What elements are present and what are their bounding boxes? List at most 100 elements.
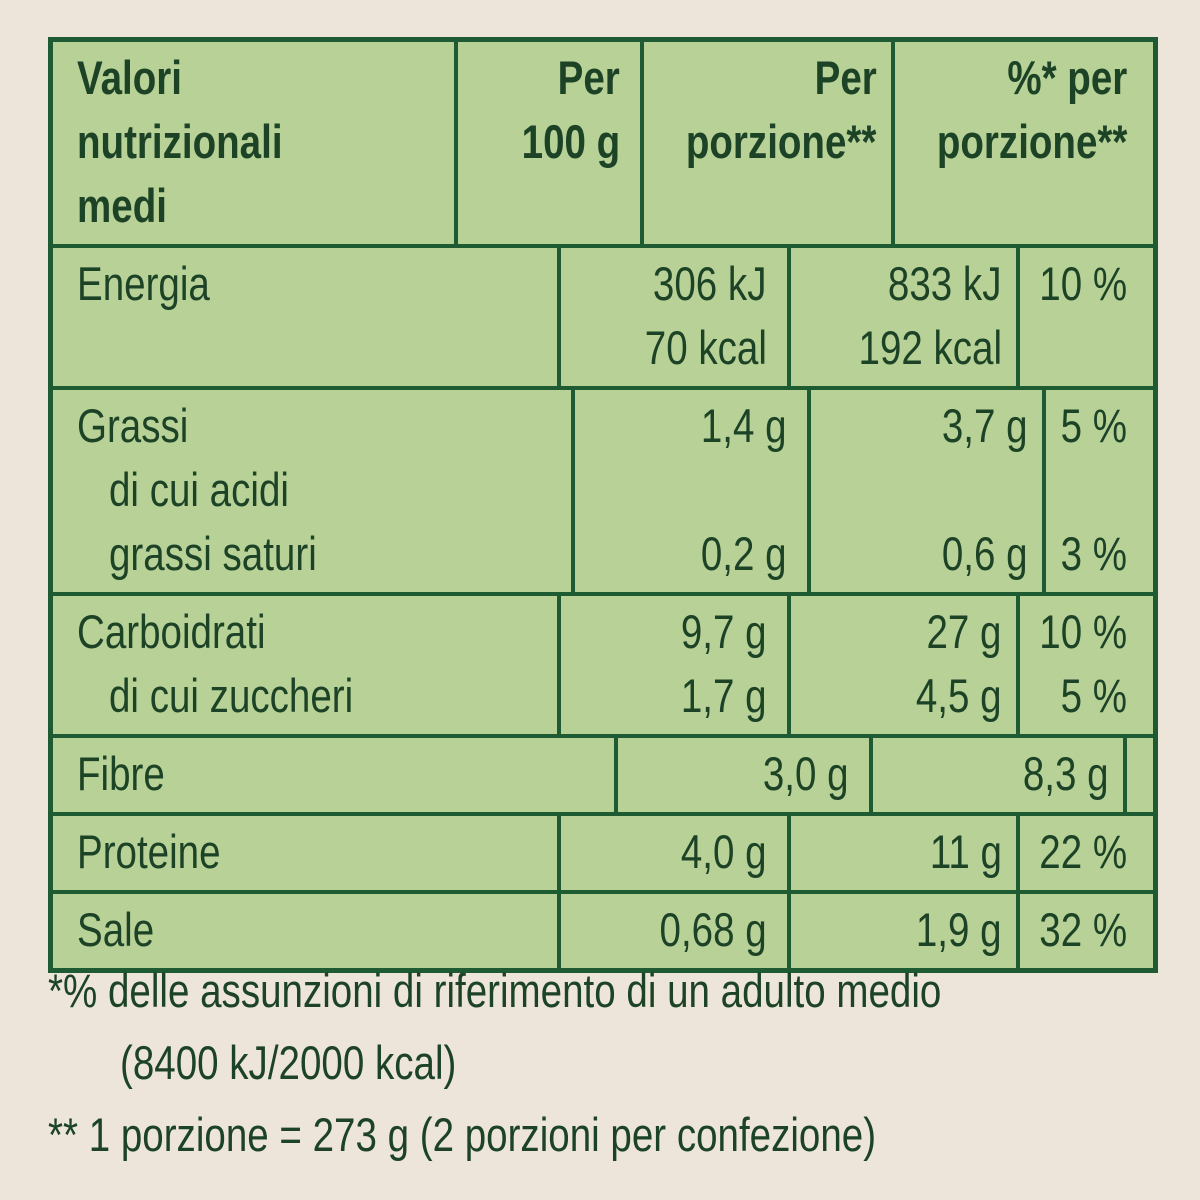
line: di cui zuccheri [77, 664, 557, 728]
cell: 0,68 g [557, 894, 787, 968]
line [1046, 458, 1127, 522]
nutrient-value: 1,4 g [701, 399, 787, 452]
nutrient-value: 22 % [1039, 825, 1127, 878]
nutrient-row: Fibre 3,0 g 8,3 g [53, 734, 1153, 812]
nutrient-value: 833 kJ [888, 257, 1002, 310]
cell: 4,0 g [557, 816, 787, 890]
nutrient-label: Energia [77, 257, 210, 310]
header-text: Valori [77, 51, 182, 104]
line: ** 1 porzione = 273 g (2 porzioni per co… [48, 1099, 1158, 1171]
cell: 1,4 g 0,2 g [571, 390, 807, 592]
cell: 9,7 g 1,7 g [557, 596, 787, 734]
header-cell: Valori nutrizionali medi [53, 42, 454, 244]
nutrient-value: 8,3 g [1023, 747, 1109, 800]
line: grassi saturi [77, 522, 571, 586]
line: 32 % [1020, 898, 1127, 962]
line: 4,5 g [791, 664, 1002, 728]
nutrient-value: 5 % [1060, 669, 1127, 722]
line: 10 % [1020, 600, 1127, 664]
cell: 32 % [1015, 894, 1153, 968]
line: Grassi [77, 394, 571, 458]
cell: Carboidrati di cui zuccheri [53, 596, 557, 734]
cell: Sale [53, 894, 557, 968]
nutrient-value: 11 g [929, 825, 1002, 878]
header-text: nutrizionali [77, 115, 283, 168]
header-cell: Per porzione** [640, 42, 890, 244]
cell: 3,0 g [614, 738, 868, 812]
line: Fibre [77, 742, 614, 806]
line: 0,2 g [575, 522, 787, 586]
line: medi [77, 174, 454, 238]
nutrient-value: 10 % [1039, 257, 1127, 310]
line [1020, 316, 1127, 380]
nutrient-value: 10 % [1039, 605, 1127, 658]
header-text: medi [77, 179, 167, 232]
footnotes: *% delle assunzioni di riferimento di un… [48, 955, 1158, 1171]
line: 1,4 g [575, 394, 787, 458]
header-cell: Per 100 g [454, 42, 640, 244]
line: 5 % [1020, 664, 1127, 728]
line: 3,0 g [618, 742, 849, 806]
line: 5 % [1046, 394, 1127, 458]
line: 8,3 g [873, 742, 1109, 806]
cell: 833 kJ 192 kcal [786, 248, 1016, 386]
header-text: porzione** [685, 115, 877, 168]
line: Carboidrati [77, 600, 557, 664]
cell [1122, 738, 1153, 812]
line: 3 % [1046, 522, 1127, 586]
line: porzione** [895, 110, 1127, 174]
cell: 22 % [1015, 816, 1153, 890]
line: 3,7 g [811, 394, 1028, 458]
nutrient-value: 4,0 g [681, 825, 767, 878]
nutrient-value: 3,0 g [763, 747, 849, 800]
line: 1,9 g [791, 898, 1002, 962]
header-text: %* per [1007, 51, 1127, 104]
line: Per [458, 46, 620, 110]
cell: 10 % [1015, 248, 1153, 386]
cell: 10 % 5 % [1015, 596, 1153, 734]
nutrient-label: Fibre [77, 747, 165, 800]
line: porzione** [644, 110, 877, 174]
line: Per [644, 46, 876, 110]
cell: 1,9 g [786, 894, 1016, 968]
nutrient-value: 3 % [1060, 527, 1127, 580]
nutrient-row: Sale 0,68 g 1,9 g 32 % [53, 890, 1153, 968]
nutrient-value: 306 kJ [653, 257, 767, 310]
line: nutrizionali [77, 110, 454, 174]
nutrient-row: Grassi di cui acidi grassi saturi 1,4 g 0,2 … [53, 386, 1153, 592]
cell: 5 % 3 % [1042, 390, 1153, 592]
header-text: Per [814, 51, 877, 104]
nutrition-table: Valori nutrizionali medi Per 100 g Per porzion… [48, 37, 1158, 973]
header-cell: %* per porzione** [890, 42, 1153, 244]
nutrient-value: 5 % [1060, 399, 1127, 452]
line [811, 458, 1028, 522]
footnote-text: ** 1 porzione = 273 g (2 porzioni per co… [48, 1108, 877, 1161]
nutrient-value: 0,68 g [659, 903, 767, 956]
header-text: Per [558, 51, 621, 104]
nutrient-value: 27 g [926, 605, 1002, 658]
nutrient-label: di cui acidi [109, 463, 289, 516]
line [575, 458, 787, 522]
line: 11 g [791, 820, 1002, 884]
nutrient-value: 9,7 g [681, 605, 767, 658]
footnote-text: (8400 kJ/2000 kcal) [120, 1036, 457, 1089]
cell: 8,3 g [868, 738, 1123, 812]
nutrient-value: 70 kcal [644, 321, 767, 374]
line: Proteine [77, 820, 557, 884]
line: 1,7 g [561, 664, 767, 728]
nutrient-row: Carboidrati di cui zuccheri 9,7 g 1,7 g 27 g… [53, 592, 1153, 734]
line: 0,68 g [561, 898, 767, 962]
nutrient-value: 192 kcal [858, 321, 1002, 374]
line: 0,6 g [811, 522, 1028, 586]
cell: 306 kJ 70 kcal [557, 248, 787, 386]
line: Sale [77, 898, 557, 962]
line: 9,7 g [561, 600, 767, 664]
footnote-text: *% delle assunzioni di riferimento di un… [48, 964, 942, 1017]
nutrient-label: di cui zuccheri [109, 669, 354, 722]
line: 27 g [791, 600, 1002, 664]
line: 22 % [1020, 820, 1127, 884]
nutrient-label: Grassi [77, 399, 189, 452]
line: di cui acidi [77, 458, 571, 522]
nutrient-value: 0,2 g [701, 527, 787, 580]
